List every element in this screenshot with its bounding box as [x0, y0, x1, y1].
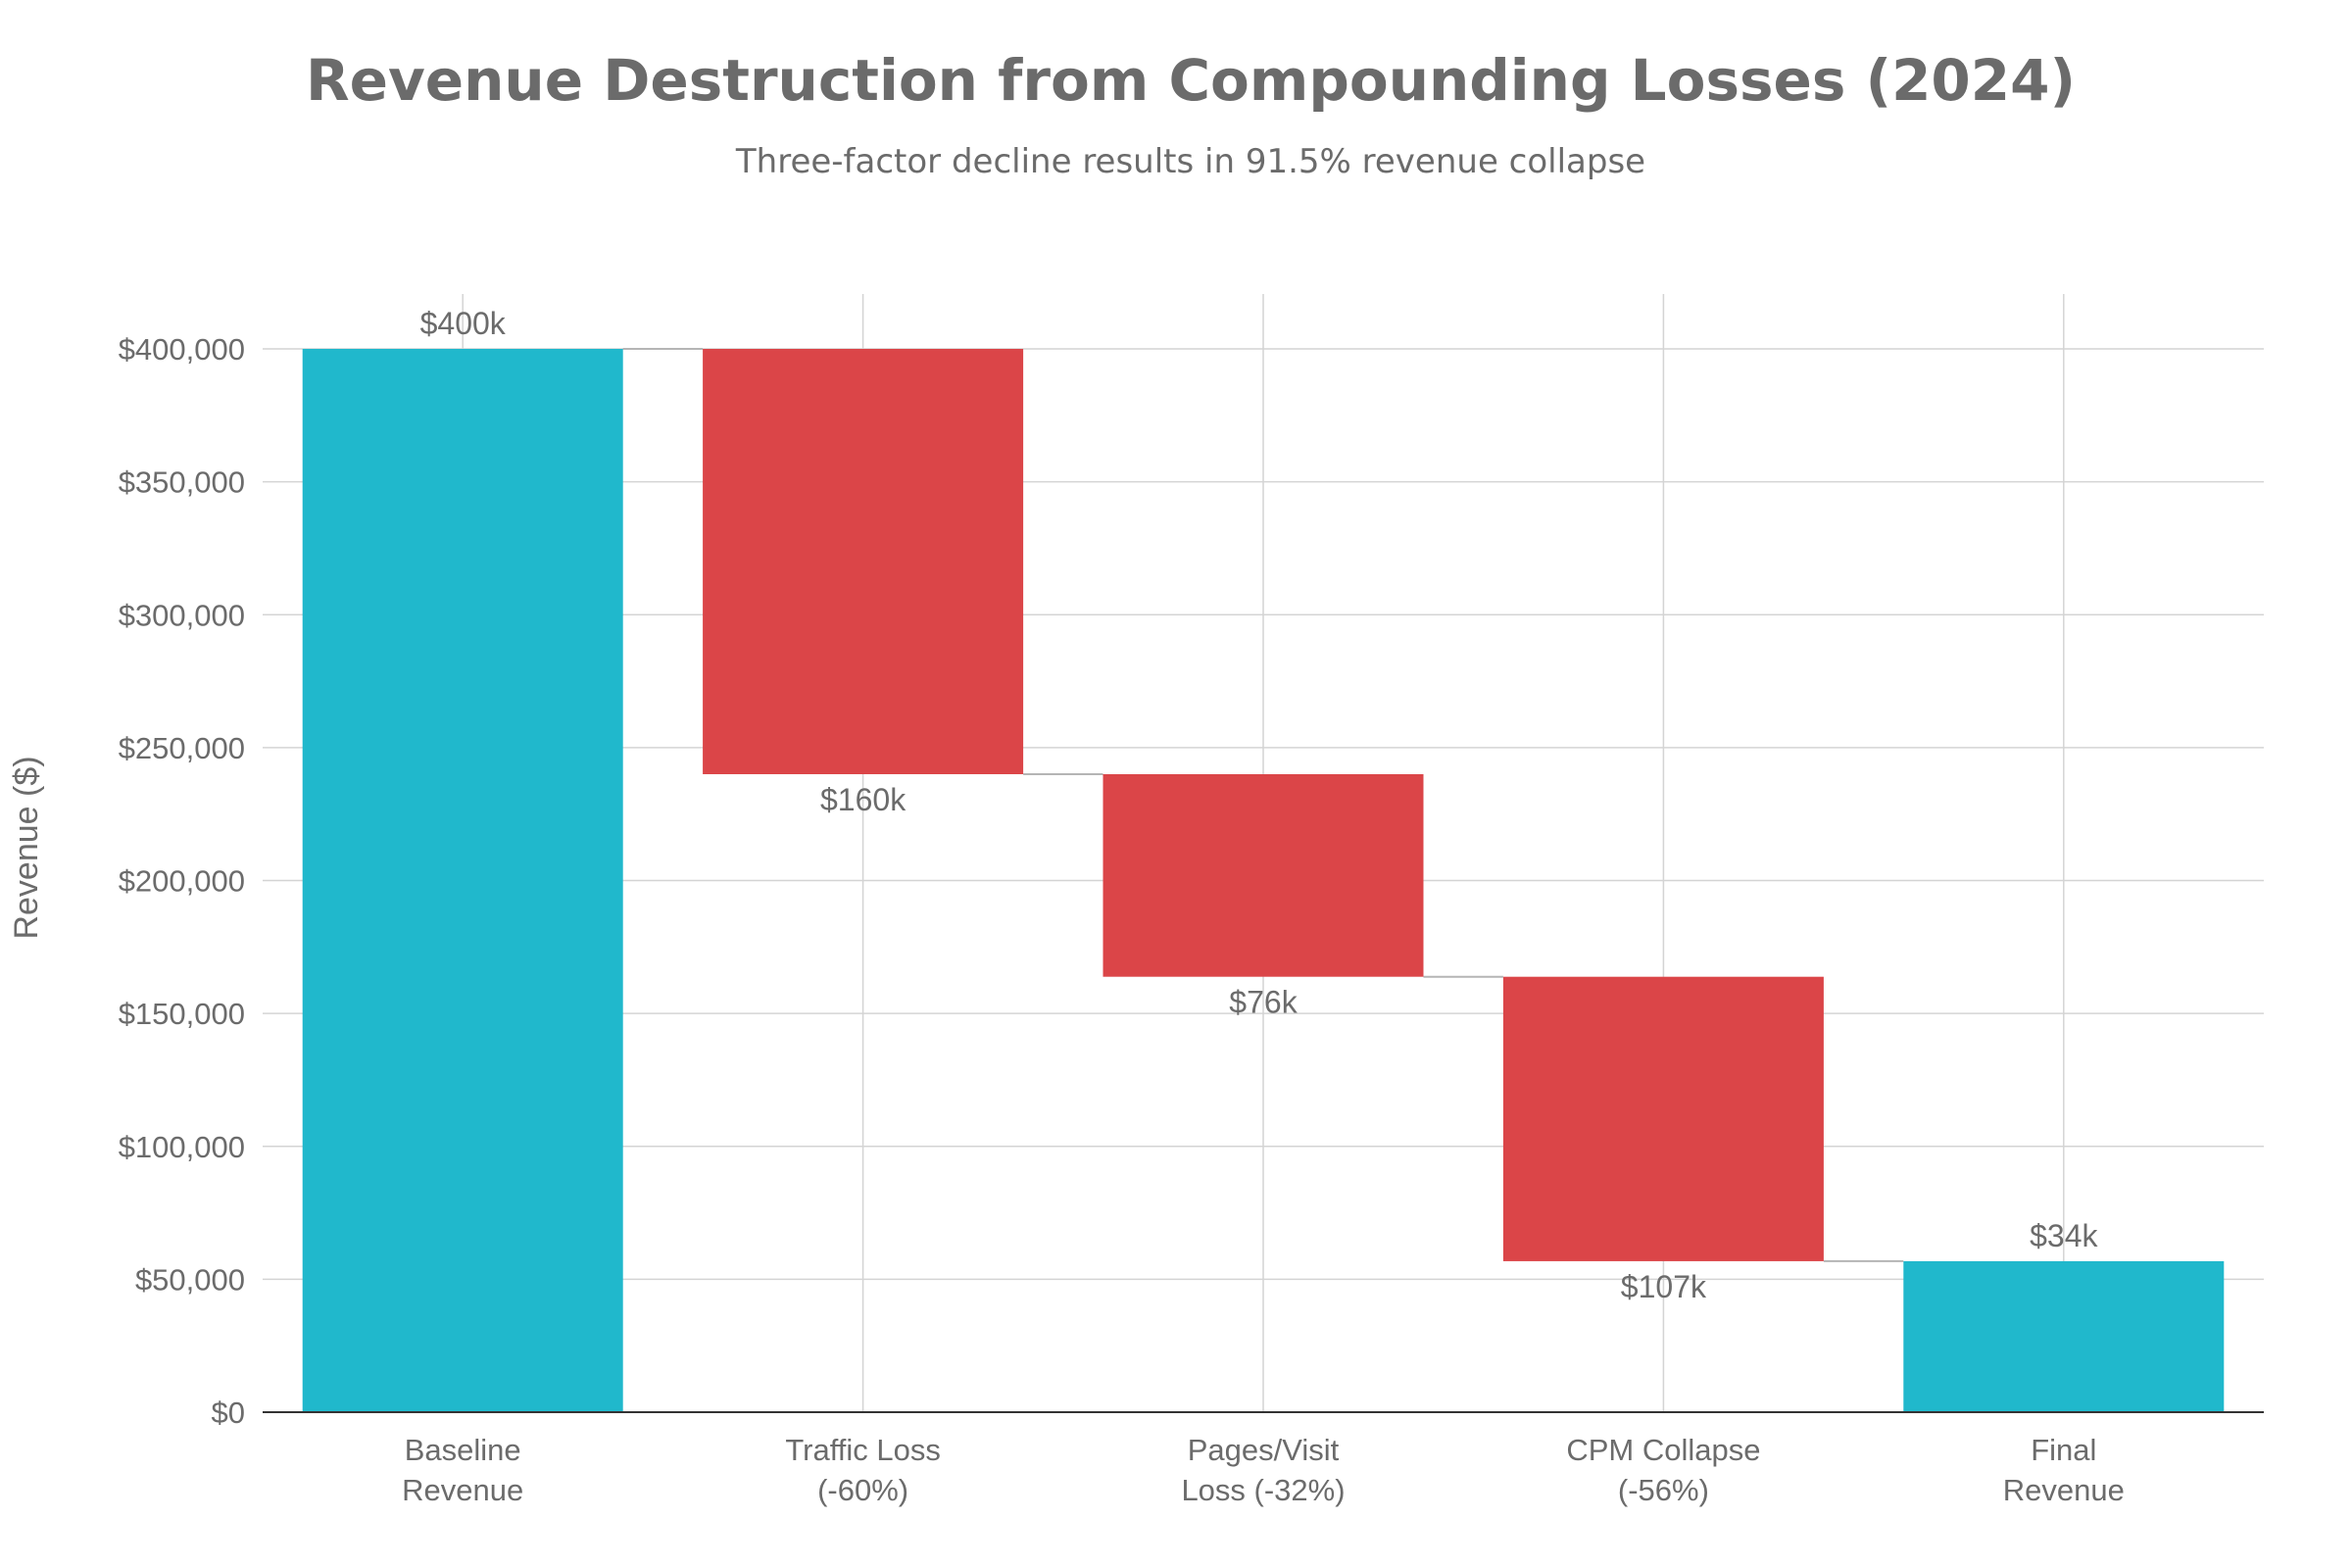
x-tick-label-line: Loss (-32%) [1181, 1473, 1345, 1507]
x-tick-label-line: CPM Collapse [1566, 1433, 1760, 1467]
decrease-bar [703, 349, 1024, 774]
data-label: $400k [420, 306, 507, 341]
x-tick-label: Pages/Visit Loss (-32%) [1181, 1433, 1345, 1507]
x-tick-label: CPM Collapse (-56%) [1566, 1433, 1760, 1507]
x-tick-label-line: Revenue [2003, 1473, 2125, 1507]
x-tick-label-line: (-60%) [817, 1473, 908, 1507]
x-tick-label: Final Revenue [2003, 1433, 2125, 1507]
y-axis-label: Revenue ($) [8, 756, 45, 939]
x-tick-label-line: (-56%) [1618, 1473, 1709, 1507]
data-label: $34k [2030, 1218, 2098, 1253]
x-tick-label: Baseline Revenue [402, 1433, 523, 1507]
y-tick-label: $150,000 [119, 997, 245, 1031]
data-label: $76k [1229, 985, 1298, 1020]
x-tick-label-line: Traffic Loss [785, 1433, 941, 1467]
connector-layer [622, 348, 1904, 1262]
data-label: $160k [820, 782, 906, 817]
x-tick-label-line: Baseline [405, 1433, 521, 1467]
axis-layer: $0 $50,000 $100,000 $150,000 $200,000 $250,00… [119, 332, 2264, 1507]
x-tick-label-line: Pages/Visit [1188, 1433, 1340, 1467]
decrease-bar [1502, 976, 1824, 1261]
y-tick-label: $300,000 [119, 598, 245, 632]
chart-subtitle: Three-factor decline results in 91.5% re… [735, 142, 1645, 181]
y-tick-label: $250,000 [119, 731, 245, 765]
y-tick-label: $100,000 [119, 1130, 245, 1164]
x-tick-label-line: Revenue [402, 1473, 523, 1507]
bar-layer [302, 349, 2225, 1412]
x-tick-label: Traffic Loss (-60%) [785, 1433, 941, 1507]
y-tick-label: $350,000 [119, 466, 245, 500]
x-tick-label-line: Final [2031, 1433, 2096, 1467]
decrease-bar [1102, 774, 1424, 977]
data-label: $107k [1621, 1269, 1707, 1304]
total-bar [302, 349, 623, 1412]
total-bar [1903, 1260, 2225, 1412]
y-tick-label: $0 [212, 1396, 245, 1430]
y-tick-label: $50,000 [135, 1262, 245, 1297]
y-tick-label: $200,000 [119, 864, 245, 899]
label-layer: $400k $160k $76k $107k $34k [420, 306, 2099, 1304]
y-tick-label: $400,000 [119, 332, 245, 367]
chart-title: Revenue Destruction from Compounding Los… [306, 47, 2076, 114]
